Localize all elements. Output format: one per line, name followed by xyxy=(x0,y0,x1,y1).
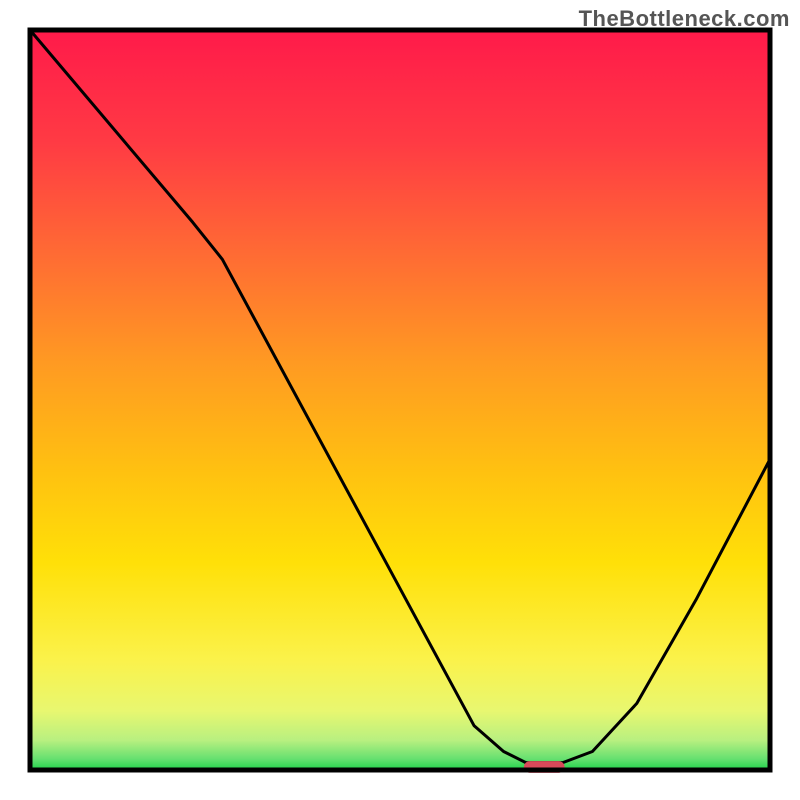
watermark-text: TheBottleneck.com xyxy=(579,6,790,32)
chart-container: TheBottleneck.com xyxy=(0,0,800,800)
plot-background-gradient xyxy=(30,30,770,770)
bottleneck-chart xyxy=(0,0,800,800)
